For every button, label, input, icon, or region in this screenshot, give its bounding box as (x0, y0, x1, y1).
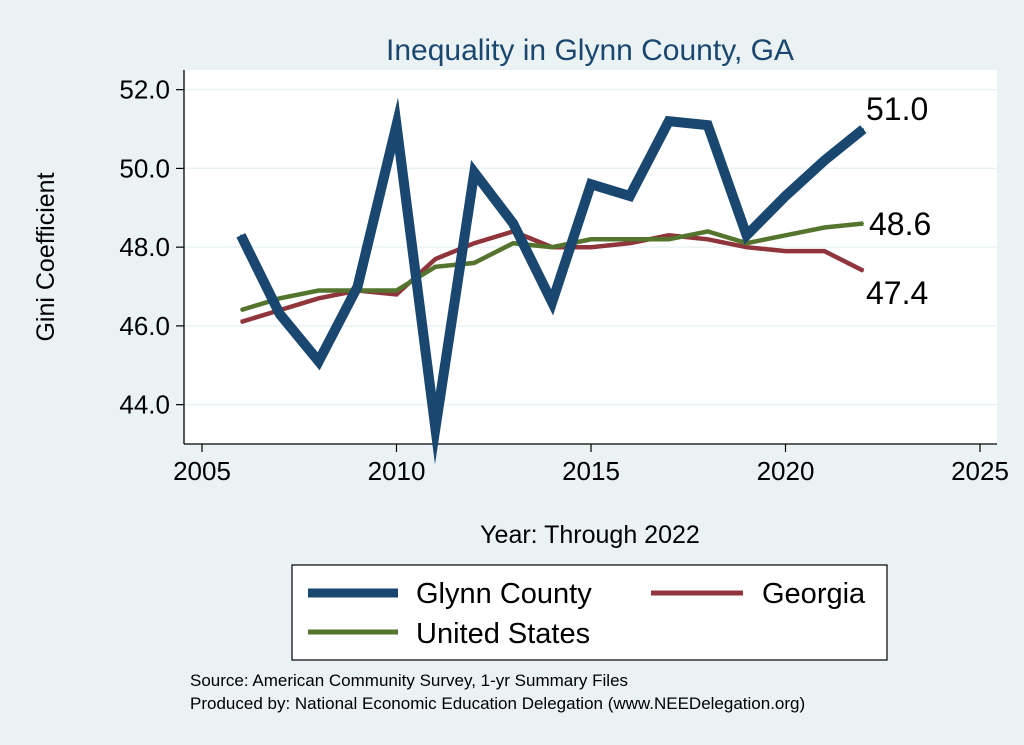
data-point (434, 266, 437, 268)
data-point (356, 285, 359, 288)
y-axis-ticks: 44.0 46.0 48.0 50.0 52.0 (119, 75, 184, 420)
data-point (279, 313, 281, 315)
y-tick-label: 50.0 (119, 153, 170, 183)
y-tick-label: 46.0 (119, 311, 170, 341)
data-point (706, 124, 709, 126)
legend-box (291, 564, 888, 661)
data-point (668, 120, 670, 122)
data-point (745, 242, 748, 245)
data-point (745, 246, 748, 248)
legend-label-united-states: United States (416, 618, 590, 650)
data-point (434, 427, 437, 430)
data-point (823, 159, 826, 162)
x-tick-label: 2025 (951, 456, 1009, 486)
data-point (784, 250, 787, 252)
data-point (590, 246, 592, 248)
data-point (668, 234, 670, 237)
data-point (473, 262, 476, 264)
data-point (473, 171, 476, 174)
data-point (434, 258, 437, 260)
x-tick-label: 2005 (173, 456, 231, 486)
data-point (240, 234, 242, 237)
chart-title: Inequality in Glynn County, GA (386, 34, 794, 67)
data-point (784, 234, 787, 237)
data-point (395, 293, 398, 296)
data-point (706, 238, 709, 241)
data-point (279, 297, 281, 300)
legend-label-glynn-county: Glynn County (416, 578, 592, 610)
data-point (240, 309, 242, 311)
x-axis-ticks: 2005 2010 2015 2020 2025 (173, 444, 1009, 486)
y-axis-title: Gini Coefficient (32, 172, 60, 341)
data-point (317, 360, 320, 363)
data-point (240, 321, 242, 323)
data-point (668, 238, 670, 241)
glynn-end-label: 51.0 (866, 91, 928, 127)
data-point (590, 238, 592, 241)
data-point (317, 297, 320, 300)
series-layer (236, 97, 867, 465)
data-point (745, 234, 748, 237)
source-note: Source: American Community Survey, 1-yr … (190, 671, 628, 690)
data-point (395, 289, 398, 292)
data-point (512, 222, 514, 225)
x-axis-title: Year: Through 2022 (480, 521, 700, 549)
data-point (862, 128, 865, 130)
data-point (590, 183, 592, 185)
legend: Glynn County Georgia United States (291, 564, 888, 661)
data-point (862, 269, 865, 272)
data-point (823, 226, 826, 229)
legend-label-georgia: Georgia (762, 578, 866, 610)
us-end-label: 48.6 (869, 206, 931, 242)
produced-by-note: Produced by: National Economic Education… (190, 694, 805, 713)
data-point (512, 242, 514, 245)
data-point (317, 289, 320, 292)
data-point (784, 195, 787, 197)
data-point (629, 195, 631, 197)
data-point (473, 242, 476, 245)
data-point (823, 250, 826, 252)
georgia-end-label: 47.4 (866, 275, 928, 311)
x-tick-label: 2010 (368, 456, 426, 486)
y-tick-label: 48.0 (119, 232, 170, 262)
y-tick-label: 44.0 (119, 390, 170, 420)
data-point (395, 124, 398, 126)
x-tick-label: 2015 (562, 456, 620, 486)
x-tick-label: 2020 (757, 456, 815, 486)
data-point (862, 222, 865, 225)
data-point (629, 242, 631, 245)
data-point (706, 230, 709, 233)
y-tick-label: 52.0 (119, 75, 170, 105)
data-point (629, 238, 631, 241)
data-point (551, 301, 553, 304)
data-point (551, 246, 553, 248)
